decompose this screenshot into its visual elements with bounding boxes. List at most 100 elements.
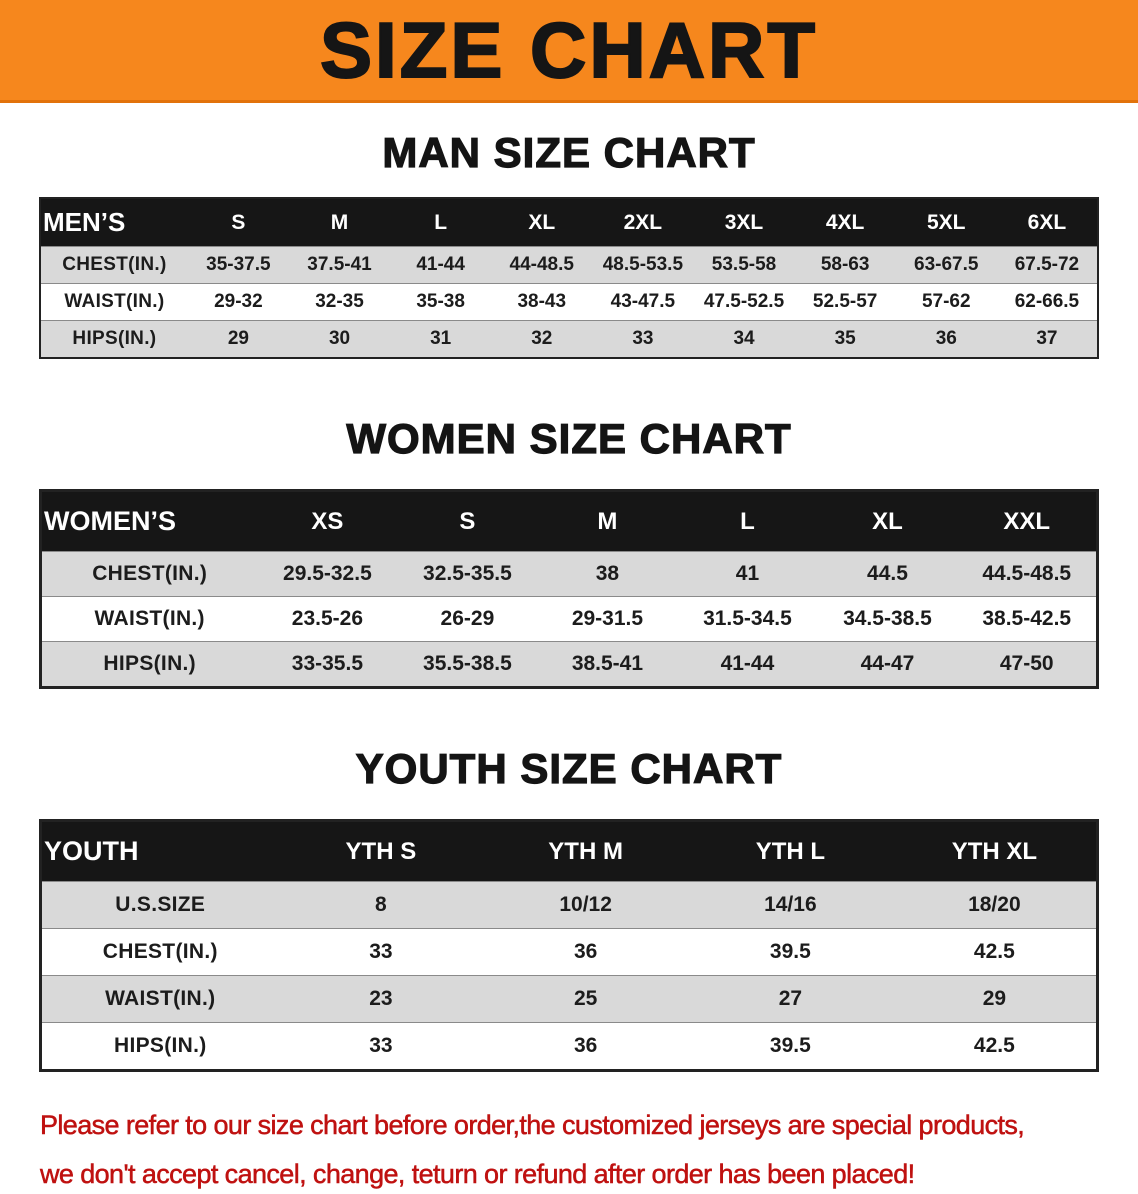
value-cell: 29 xyxy=(982,987,1007,1010)
women-size-section: WOMEN SIZE CHART WOMEN’S XS S M L XL XXL CHEST(… xyxy=(0,414,1138,689)
value-cell: 36 xyxy=(573,1034,598,1057)
value-cell: 38 xyxy=(595,562,620,585)
value-cell: 26-29 xyxy=(440,607,495,630)
size-header-cell: M xyxy=(537,490,678,552)
table-row: HIPS(IN.) 29 30 31 32 33 34 35 36 37 xyxy=(40,320,1098,358)
value-cell: 36 xyxy=(935,328,957,349)
value-cell: 37 xyxy=(1036,328,1058,349)
value-cell: 33 xyxy=(369,1034,393,1057)
size-header-cell: M xyxy=(288,198,391,247)
women-section-heading: WOMEN SIZE CHART xyxy=(346,414,792,462)
value-cell: 10/12 xyxy=(559,893,612,916)
value-cell: 8 xyxy=(375,893,387,916)
value-cell: 32-35 xyxy=(315,291,364,312)
value-cell: 37.5-41 xyxy=(307,254,372,275)
banner: SIZE CHART xyxy=(0,0,1138,103)
value-cell: 32.5-35.5 xyxy=(423,562,512,585)
size-header-cell: 2XL xyxy=(592,198,694,247)
size-header-cell: 4XL xyxy=(794,198,896,247)
size-header-cell: L xyxy=(677,490,818,552)
table-row: CHEST(IN.) 33 36 39.5 42.5 xyxy=(40,928,1098,976)
value-cell: 33 xyxy=(632,328,654,349)
row-label-cell: HIPS(IN.) xyxy=(113,1034,207,1057)
value-cell: 41-44 xyxy=(720,652,775,675)
value-cell: 62-66.5 xyxy=(1014,291,1080,312)
value-cell: 35.5-38.5 xyxy=(423,652,512,675)
value-cell: 31 xyxy=(430,328,452,349)
row-label-cell: WAIST(IN.) xyxy=(105,987,216,1010)
page-title: SIZE CHART xyxy=(319,5,818,95)
value-cell: 41 xyxy=(735,562,760,585)
table-row: HIPS(IN.) 33 36 39.5 42.5 xyxy=(40,1022,1098,1071)
value-cell: 31.5-34.5 xyxy=(703,607,792,630)
table-row: HIPS(IN.) 33-35.5 35.5-38.5 38.5-41 41-44 44-… xyxy=(40,641,1098,688)
value-cell: 25 xyxy=(573,987,598,1010)
table-row: CHEST(IN.) 29.5-32.5 32.5-35.5 38 41 44.5 44.5… xyxy=(40,551,1098,597)
table-header-row: WOMEN’S XS S M L XL XXL xyxy=(40,490,1098,552)
women-size-table: WOMEN’S XS S M L XL XXL CHEST(IN.) 29.5-32.5 32.5… xyxy=(39,489,1099,689)
value-cell: 33 xyxy=(369,940,393,963)
value-cell: 39.5 xyxy=(769,940,811,963)
value-cell: 52.5-57 xyxy=(812,291,878,312)
size-header-cell: 3XL xyxy=(693,198,795,247)
value-cell: 33-35.5 xyxy=(291,652,364,675)
value-cell: 44-48.5 xyxy=(509,254,574,275)
value-cell: 14/16 xyxy=(764,893,817,916)
size-header-cell: YTH S xyxy=(278,820,484,882)
value-cell: 57-62 xyxy=(921,291,971,312)
value-cell: 58-63 xyxy=(820,254,870,275)
value-cell: 35 xyxy=(834,328,856,349)
value-cell: 43-47.5 xyxy=(610,291,676,312)
value-cell: 41-44 xyxy=(416,254,465,275)
value-cell: 63-67.5 xyxy=(914,254,979,275)
value-cell: 29-32 xyxy=(214,291,263,312)
value-cell: 29.5-32.5 xyxy=(283,562,372,585)
value-cell: 35-37.5 xyxy=(206,254,271,275)
row-label-cell: CHEST(IN.) xyxy=(102,940,218,963)
value-cell: 67.5-72 xyxy=(1014,254,1080,275)
order-policy-line-2: we don't accept cancel, change, teturn o… xyxy=(40,1159,916,1190)
size-header-cell: YTH L xyxy=(688,820,893,882)
row-label-cell: HIPS(IN.) xyxy=(72,328,157,349)
row-label-cell: U.S.SIZE xyxy=(115,893,206,916)
size-header-cell: 5XL xyxy=(895,198,997,247)
value-cell: 29-31.5 xyxy=(571,607,644,630)
size-header-cell: XL xyxy=(491,198,593,247)
table-row: WAIST(IN.) 23 25 27 29 xyxy=(40,975,1098,1023)
value-cell: 34 xyxy=(733,328,755,349)
youth-size-table: YOUTH YTH S YTH M YTH L YTH XL U.S.SIZE 8 10/12… xyxy=(39,819,1099,1072)
size-header-cell: YTH M xyxy=(483,820,688,882)
table-row: WAIST(IN.) 23.5-26 26-29 29-31.5 31.5-34.5 34… xyxy=(40,596,1098,642)
value-cell: 23 xyxy=(369,987,393,1010)
size-header-cell: 6XL xyxy=(996,198,1098,247)
size-header-cell: L xyxy=(390,198,492,247)
table-row: CHEST(IN.) 35-37.5 37.5-41 41-44 44-48.5 48.5… xyxy=(40,246,1098,284)
order-policy-note: Please refer to our size chart before or… xyxy=(40,1106,1138,1194)
size-header-cell: S xyxy=(187,198,289,247)
value-cell: 38-43 xyxy=(517,291,567,312)
men-size-table: MEN’S S M L XL 2XL 3XL 4XL 5XL 6XL CHEST(IN.) 35-37… xyxy=(39,197,1099,359)
table-row: WAIST(IN.) 29-32 32-35 35-38 38-43 43-47.5 47.… xyxy=(40,283,1098,321)
value-cell: 53.5-58 xyxy=(711,254,777,275)
row-label-cell: HIPS(IN.) xyxy=(103,652,196,675)
youth-size-section: YOUTH SIZE CHART YOUTH YTH S YTH M YTH L YTH… xyxy=(0,744,1138,1072)
value-cell: 48.5-53.5 xyxy=(602,254,684,275)
table-title-cell: MEN’S xyxy=(40,198,188,247)
value-cell: 42.5 xyxy=(973,1034,1015,1057)
value-cell: 29 xyxy=(227,328,249,349)
order-policy-line-1: Please refer to our size chart before or… xyxy=(40,1110,1025,1141)
table-row: U.S.SIZE 8 10/12 14/16 18/20 xyxy=(40,881,1098,929)
row-label-cell: WAIST(IN.) xyxy=(64,291,165,312)
value-cell: 32 xyxy=(531,328,553,349)
value-cell: 34.5-38.5 xyxy=(843,607,932,630)
value-cell: 44-47 xyxy=(860,652,915,675)
table-title-cell: WOMEN’S xyxy=(40,490,258,552)
row-label-cell: WAIST(IN.) xyxy=(94,607,205,630)
value-cell: 38.5-41 xyxy=(571,652,644,675)
value-cell: 47.5-52.5 xyxy=(703,291,785,312)
size-header-cell: XXL xyxy=(957,490,1098,552)
size-header-cell: S xyxy=(397,490,538,552)
value-cell: 44.5-48.5 xyxy=(982,562,1072,585)
value-cell: 27 xyxy=(778,987,803,1010)
